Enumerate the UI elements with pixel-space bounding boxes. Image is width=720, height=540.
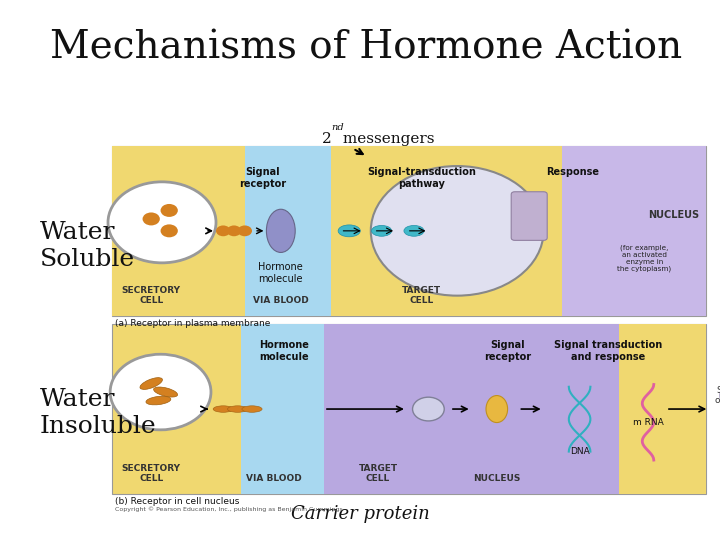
Text: 2: 2	[321, 132, 331, 146]
Circle shape	[161, 225, 178, 238]
Ellipse shape	[146, 396, 171, 405]
Text: nd: nd	[331, 123, 344, 132]
Text: Hormone
molecule: Hormone molecule	[258, 262, 303, 284]
Text: messengers: messengers	[338, 132, 435, 146]
Circle shape	[216, 226, 230, 237]
Text: TARGET
CELL: TARGET CELL	[402, 286, 441, 305]
Ellipse shape	[338, 225, 360, 237]
Ellipse shape	[372, 226, 392, 237]
Text: m RNA: m RNA	[633, 418, 663, 427]
Text: (a) Receptor in plasma membrane: (a) Receptor in plasma membrane	[115, 319, 271, 328]
Text: Signal-transduction
pathway: Signal-transduction pathway	[366, 167, 476, 189]
Circle shape	[413, 397, 444, 421]
Circle shape	[238, 226, 252, 237]
Bar	[112, 146, 245, 316]
Text: TARGET
CELL: TARGET CELL	[359, 464, 397, 483]
Circle shape	[143, 212, 160, 225]
Ellipse shape	[242, 406, 262, 413]
Text: VIA BLOOD: VIA BLOOD	[253, 296, 309, 305]
Ellipse shape	[140, 377, 163, 389]
Text: Water
Soluble: Water Soluble	[40, 221, 135, 271]
Text: Water
Insoluble: Water Insoluble	[40, 388, 156, 438]
Text: Copyright © Pearson Education, Inc., publishing as Benjamin Cummings: Copyright © Pearson Education, Inc., pub…	[115, 506, 343, 511]
Bar	[619, 324, 706, 494]
Bar	[324, 324, 619, 494]
Bar	[241, 324, 324, 494]
Ellipse shape	[213, 406, 233, 413]
Text: Synthesis
of specific
proteins: Synthesis of specific proteins	[715, 386, 720, 415]
Text: NUCLEUS: NUCLEUS	[473, 474, 521, 483]
Ellipse shape	[486, 395, 508, 422]
Text: DNA: DNA	[570, 447, 590, 456]
Bar	[562, 146, 706, 316]
Text: SECRETORY
CELL: SECRETORY CELL	[122, 464, 181, 483]
Text: Signal
receptor: Signal receptor	[239, 167, 287, 189]
Bar	[331, 146, 562, 316]
Text: SECRETORY
CELL: SECRETORY CELL	[122, 286, 181, 305]
Bar	[112, 146, 706, 316]
Text: Mechanisms of Hormone Action: Mechanisms of Hormone Action	[50, 30, 683, 67]
Text: NUCLEUS: NUCLEUS	[647, 210, 699, 220]
Circle shape	[161, 204, 178, 217]
Ellipse shape	[228, 406, 248, 413]
Text: Hormone
molecule: Hormone molecule	[259, 340, 310, 362]
Bar	[112, 324, 706, 494]
Text: Signal transduction
and response: Signal transduction and response	[554, 340, 662, 362]
Ellipse shape	[153, 387, 178, 397]
Text: Response: Response	[546, 167, 599, 178]
Ellipse shape	[404, 226, 424, 237]
Ellipse shape	[266, 209, 295, 253]
FancyBboxPatch shape	[511, 192, 547, 240]
Circle shape	[108, 182, 216, 263]
Text: (b) Receptor in cell nucleus: (b) Receptor in cell nucleus	[115, 497, 240, 506]
Circle shape	[371, 166, 544, 296]
Text: VIA BLOOD: VIA BLOOD	[246, 474, 302, 483]
Text: (for example,
an activated
enzyme in
the cytoplasm): (for example, an activated enzyme in the…	[617, 245, 672, 273]
Circle shape	[227, 226, 241, 237]
Bar	[245, 146, 331, 316]
Text: Signal
receptor: Signal receptor	[484, 340, 531, 362]
Circle shape	[110, 354, 211, 430]
Text: Carrier protein: Carrier protein	[291, 505, 429, 523]
